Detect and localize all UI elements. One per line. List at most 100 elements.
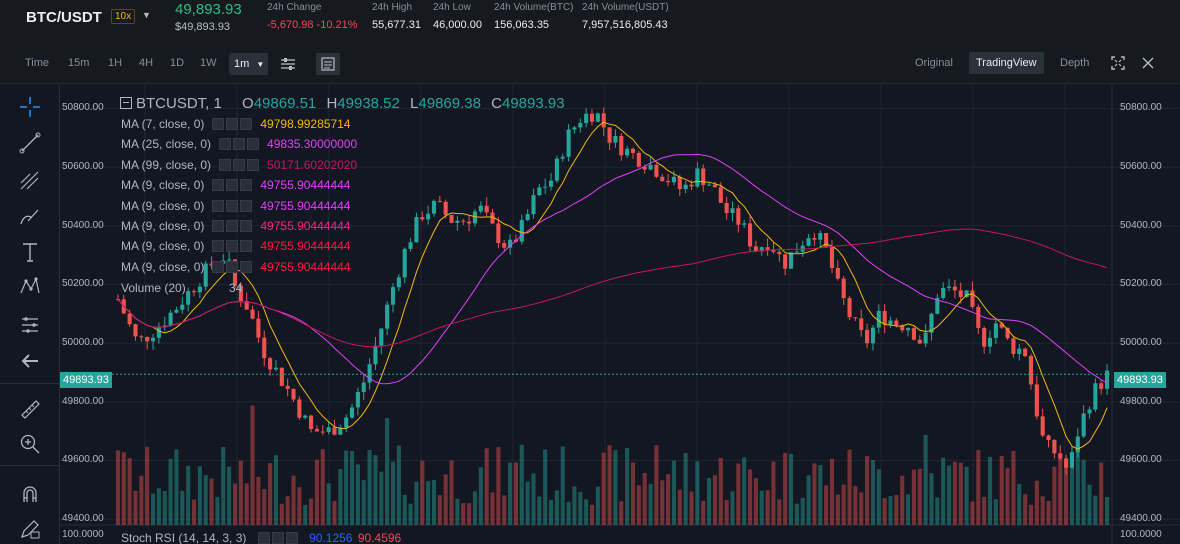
candle-body — [589, 113, 595, 122]
collapse-icon[interactable] — [120, 97, 132, 109]
fullscreen-icon[interactable] — [1111, 56, 1125, 70]
candle-body — [806, 238, 811, 246]
chevron-down-icon[interactable]: ▼ — [142, 10, 151, 20]
close-icon[interactable] — [247, 158, 260, 171]
eye-icon[interactable] — [219, 138, 232, 151]
close-icon[interactable] — [240, 260, 253, 273]
candle-body — [502, 243, 507, 248]
volume-bar — [841, 484, 846, 525]
eye-icon[interactable] — [212, 260, 225, 273]
gear-icon[interactable] — [271, 532, 284, 544]
tf-1h[interactable]: 1H — [108, 57, 123, 69]
chart-area[interactable] — [60, 85, 1180, 544]
volume-bar — [712, 475, 717, 525]
tool-divider — [0, 383, 60, 384]
ma-label: MA (9, close, 0) — [121, 239, 205, 254]
gear-icon[interactable] — [226, 260, 239, 273]
tf-1m-dropdown[interactable]: 1m ▼ — [229, 53, 268, 75]
close-icon[interactable] — [285, 532, 298, 544]
candle-body — [478, 205, 483, 212]
ruler-tool[interactable] — [18, 397, 42, 421]
brush-tool[interactable] — [18, 205, 42, 229]
eye-icon[interactable] — [219, 158, 232, 171]
candle-body — [870, 327, 876, 344]
lock-draw-tool[interactable] — [18, 517, 42, 541]
zoom-tool[interactable] — [18, 432, 42, 456]
gear-icon[interactable] — [226, 179, 239, 192]
trendline-tool[interactable] — [18, 131, 42, 155]
ma-legend-row: MA (7, close, 0) 49798.99285714 — [121, 117, 350, 131]
tf-1d[interactable]: 1D — [170, 57, 185, 69]
candle-body — [1081, 413, 1086, 437]
candle-body — [888, 320, 893, 325]
volume-bar — [911, 469, 916, 525]
candle-body — [150, 337, 156, 342]
volume-bar — [701, 500, 706, 525]
gear-icon[interactable] — [226, 220, 239, 232]
eye-icon[interactable] — [212, 118, 225, 130]
close-icon[interactable] — [240, 240, 253, 253]
candlestick-chart[interactable] — [60, 85, 1180, 544]
tf-15m[interactable]: 15m — [68, 57, 90, 69]
tf-1w[interactable]: 1W — [200, 57, 217, 69]
view-tradingview[interactable]: TradingView — [969, 52, 1044, 74]
leverage-badge[interactable]: 10x — [111, 9, 136, 24]
close-icon[interactable] — [240, 179, 253, 192]
magnet-tool[interactable] — [18, 482, 42, 506]
gear-icon[interactable] — [226, 240, 239, 253]
gear-icon[interactable] — [233, 158, 246, 171]
close-icon[interactable] — [240, 199, 253, 212]
candle-body — [818, 233, 823, 240]
view-original[interactable]: Original — [915, 57, 953, 69]
close-icon[interactable] — [240, 220, 253, 232]
fib-icon — [20, 171, 39, 190]
ma7-line — [117, 121, 1108, 450]
tf-time[interactable]: Time — [25, 57, 50, 69]
candle-body — [724, 202, 729, 213]
indicators-button[interactable] — [316, 53, 340, 75]
candle-body — [156, 327, 161, 338]
crosshair-tool[interactable] — [18, 95, 42, 119]
eye-icon[interactable] — [212, 179, 225, 192]
eye-icon[interactable] — [212, 240, 225, 253]
ma-label: MA (25, close, 0) — [121, 137, 212, 152]
volume-bar — [747, 469, 753, 525]
open-label: O — [242, 95, 254, 112]
close-icon[interactable] — [1141, 56, 1155, 70]
eye-icon[interactable] — [212, 220, 225, 232]
volume-bar — [847, 449, 852, 525]
volume-bar — [946, 465, 952, 525]
stoch-legend: Stoch RSI (14, 14, 3, 3) 90.1256 90.4596 — [121, 531, 401, 544]
eye-icon[interactable] — [212, 199, 225, 212]
back-tool[interactable] — [18, 349, 42, 373]
stat-value: 46,000.00 — [433, 19, 482, 31]
volume-bar — [519, 444, 524, 525]
volume-bar — [707, 477, 712, 525]
low-label: L — [410, 95, 419, 112]
view-depth[interactable]: Depth — [1060, 57, 1090, 69]
fib-tool[interactable] — [18, 169, 42, 193]
candle-body — [1105, 370, 1110, 389]
current-price-tag-left: 49893.93 — [60, 372, 112, 388]
eye-icon[interactable] — [257, 532, 270, 544]
close-icon[interactable] — [240, 118, 253, 130]
candle-body — [332, 427, 337, 435]
candle-body — [1064, 458, 1069, 468]
volume-bar — [818, 465, 823, 525]
pair-title[interactable]: BTC/USDT — [26, 9, 102, 26]
indicator-settings-button[interactable] — [276, 53, 300, 75]
measure-tool[interactable] — [18, 313, 42, 337]
volume-bar — [1064, 459, 1069, 525]
candle-body — [929, 313, 934, 333]
gear-icon[interactable] — [226, 118, 239, 130]
candle-body — [472, 211, 478, 224]
text-tool[interactable] — [18, 240, 42, 264]
volume-bar — [777, 499, 782, 525]
tf-4h[interactable]: 4H — [139, 57, 154, 69]
volume-bar — [783, 452, 788, 525]
gear-icon[interactable] — [233, 138, 246, 151]
close-icon[interactable] — [247, 138, 260, 151]
pattern-tool[interactable] — [18, 275, 42, 299]
volume-bar — [156, 488, 161, 525]
gear-icon[interactable] — [226, 199, 239, 212]
